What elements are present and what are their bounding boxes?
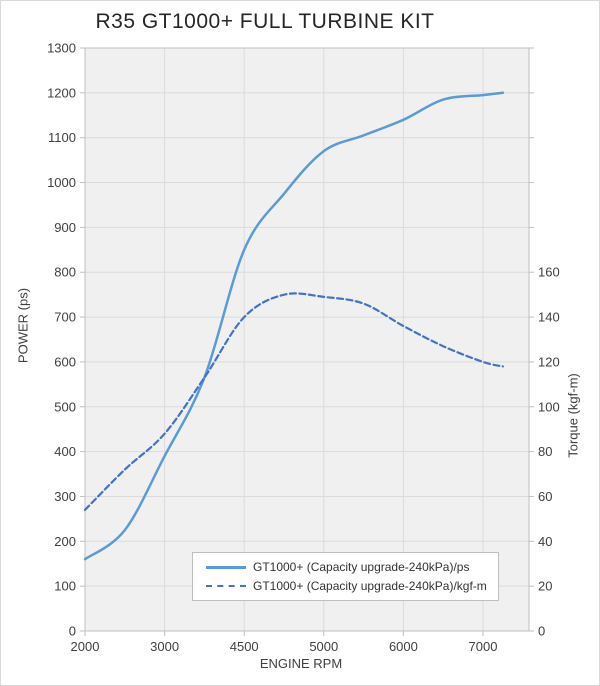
right-axis-tick-label: 160 — [538, 265, 560, 280]
left-axis-tick-label: 0 — [69, 624, 76, 639]
power-curve — [83, 91, 505, 561]
left-axis-tick-label: 700 — [54, 310, 76, 325]
x-axis-tick-label: 6000 — [389, 639, 418, 654]
left-axis-tick-label: 1100 — [48, 130, 76, 145]
left-axis-tick-label: 500 — [54, 399, 76, 414]
left-axis-tick-label: 800 — [54, 265, 76, 280]
chart-title: R35 GT1000+ FULL TURBINE KIT — [95, 10, 435, 33]
left-axis-tick-label: 200 — [54, 534, 76, 549]
right-axis-title: Torque (kgf-m) — [565, 373, 581, 458]
left-axis-tick-label: 1000 — [47, 175, 76, 190]
x-axis-title: ENGINE RPM — [259, 656, 343, 671]
x-axis-tick-label: 3000 — [150, 639, 179, 654]
legend-label-power: GT1000+ (Capacity upgrade-240kPa)/ps — [253, 560, 470, 574]
left-axis-tick-label: 100 — [54, 579, 76, 594]
legend-row-power: GT1000+ (Capacity upgrade-240kPa)/ps — [193, 560, 498, 575]
right-axis-tick-label: 40 — [538, 534, 552, 549]
right-axis-tick-label: 140 — [538, 310, 560, 325]
left-axis-tick-label: 300 — [54, 489, 76, 504]
left-axis-tick-label: 900 — [54, 220, 76, 235]
torque-line-sample-icon — [206, 585, 246, 587]
x-axis-tick-label: 7000 — [469, 639, 498, 654]
legend-label-torque: GT1000+ (Capacity upgrade-240kPa)/kgf-m — [253, 579, 487, 593]
left-axis-title: POWER (ps) — [15, 287, 31, 364]
right-axis-tick-label: 100 — [538, 399, 560, 414]
right-axis-tick-label: 80 — [538, 444, 552, 459]
right-axis-tick-label: 120 — [538, 354, 560, 369]
torque-curve — [83, 292, 504, 511]
left-axis-tick-label: 1300 — [47, 41, 76, 56]
x-axis-tick-label: 4500 — [230, 639, 259, 654]
x-axis-tick-label: 5000 — [309, 639, 338, 654]
right-axis-tick-label: 60 — [538, 489, 552, 504]
x-axis-tick-label: 2000 — [71, 639, 100, 654]
plot-background — [85, 48, 529, 631]
legend-row-torque: GT1000+ (Capacity upgrade-240kPa)/kgf-m — [193, 579, 498, 594]
left-axis-tick-label: 400 — [54, 444, 76, 459]
power-line-sample-icon — [206, 565, 246, 569]
left-axis-tick-label: 600 — [54, 354, 76, 369]
legend: GT1000+ (Capacity upgrade-240kPa)/ps GT1… — [192, 552, 499, 601]
plot-border — [84, 47, 530, 632]
right-axis-tick-label: 0 — [538, 624, 545, 639]
right-axis-tick-label: 20 — [538, 579, 552, 594]
left-axis-tick-label: 1200 — [47, 85, 76, 100]
